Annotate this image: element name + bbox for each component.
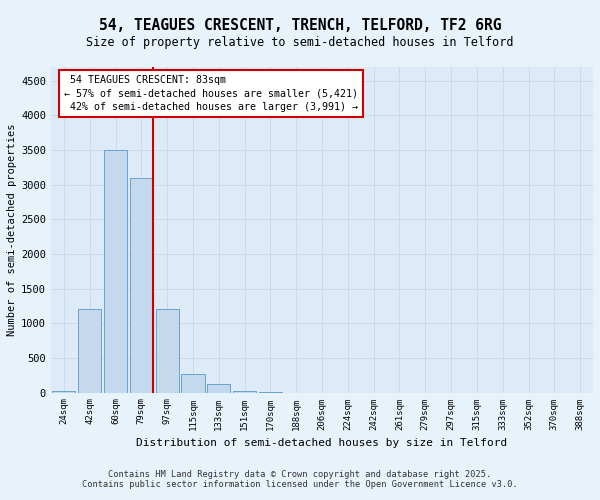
Bar xyxy=(104,150,127,392)
X-axis label: Distribution of semi-detached houses by size in Telford: Distribution of semi-detached houses by … xyxy=(136,438,508,448)
Bar xyxy=(233,390,256,392)
Bar xyxy=(130,178,153,392)
Text: Size of property relative to semi-detached houses in Telford: Size of property relative to semi-detach… xyxy=(86,36,514,49)
Text: Contains HM Land Registry data © Crown copyright and database right 2025.
Contai: Contains HM Land Registry data © Crown c… xyxy=(82,470,518,489)
Bar xyxy=(181,374,205,392)
Text: 54 TEAGUES CRESCENT: 83sqm
← 57% of semi-detached houses are smaller (5,421)
 42: 54 TEAGUES CRESCENT: 83sqm ← 57% of semi… xyxy=(64,76,358,112)
Y-axis label: Number of semi-detached properties: Number of semi-detached properties xyxy=(7,124,17,336)
Bar xyxy=(78,310,101,392)
Bar xyxy=(155,310,179,392)
Bar xyxy=(52,390,76,392)
Bar xyxy=(207,384,230,392)
Text: 54, TEAGUES CRESCENT, TRENCH, TELFORD, TF2 6RG: 54, TEAGUES CRESCENT, TRENCH, TELFORD, T… xyxy=(99,18,501,32)
